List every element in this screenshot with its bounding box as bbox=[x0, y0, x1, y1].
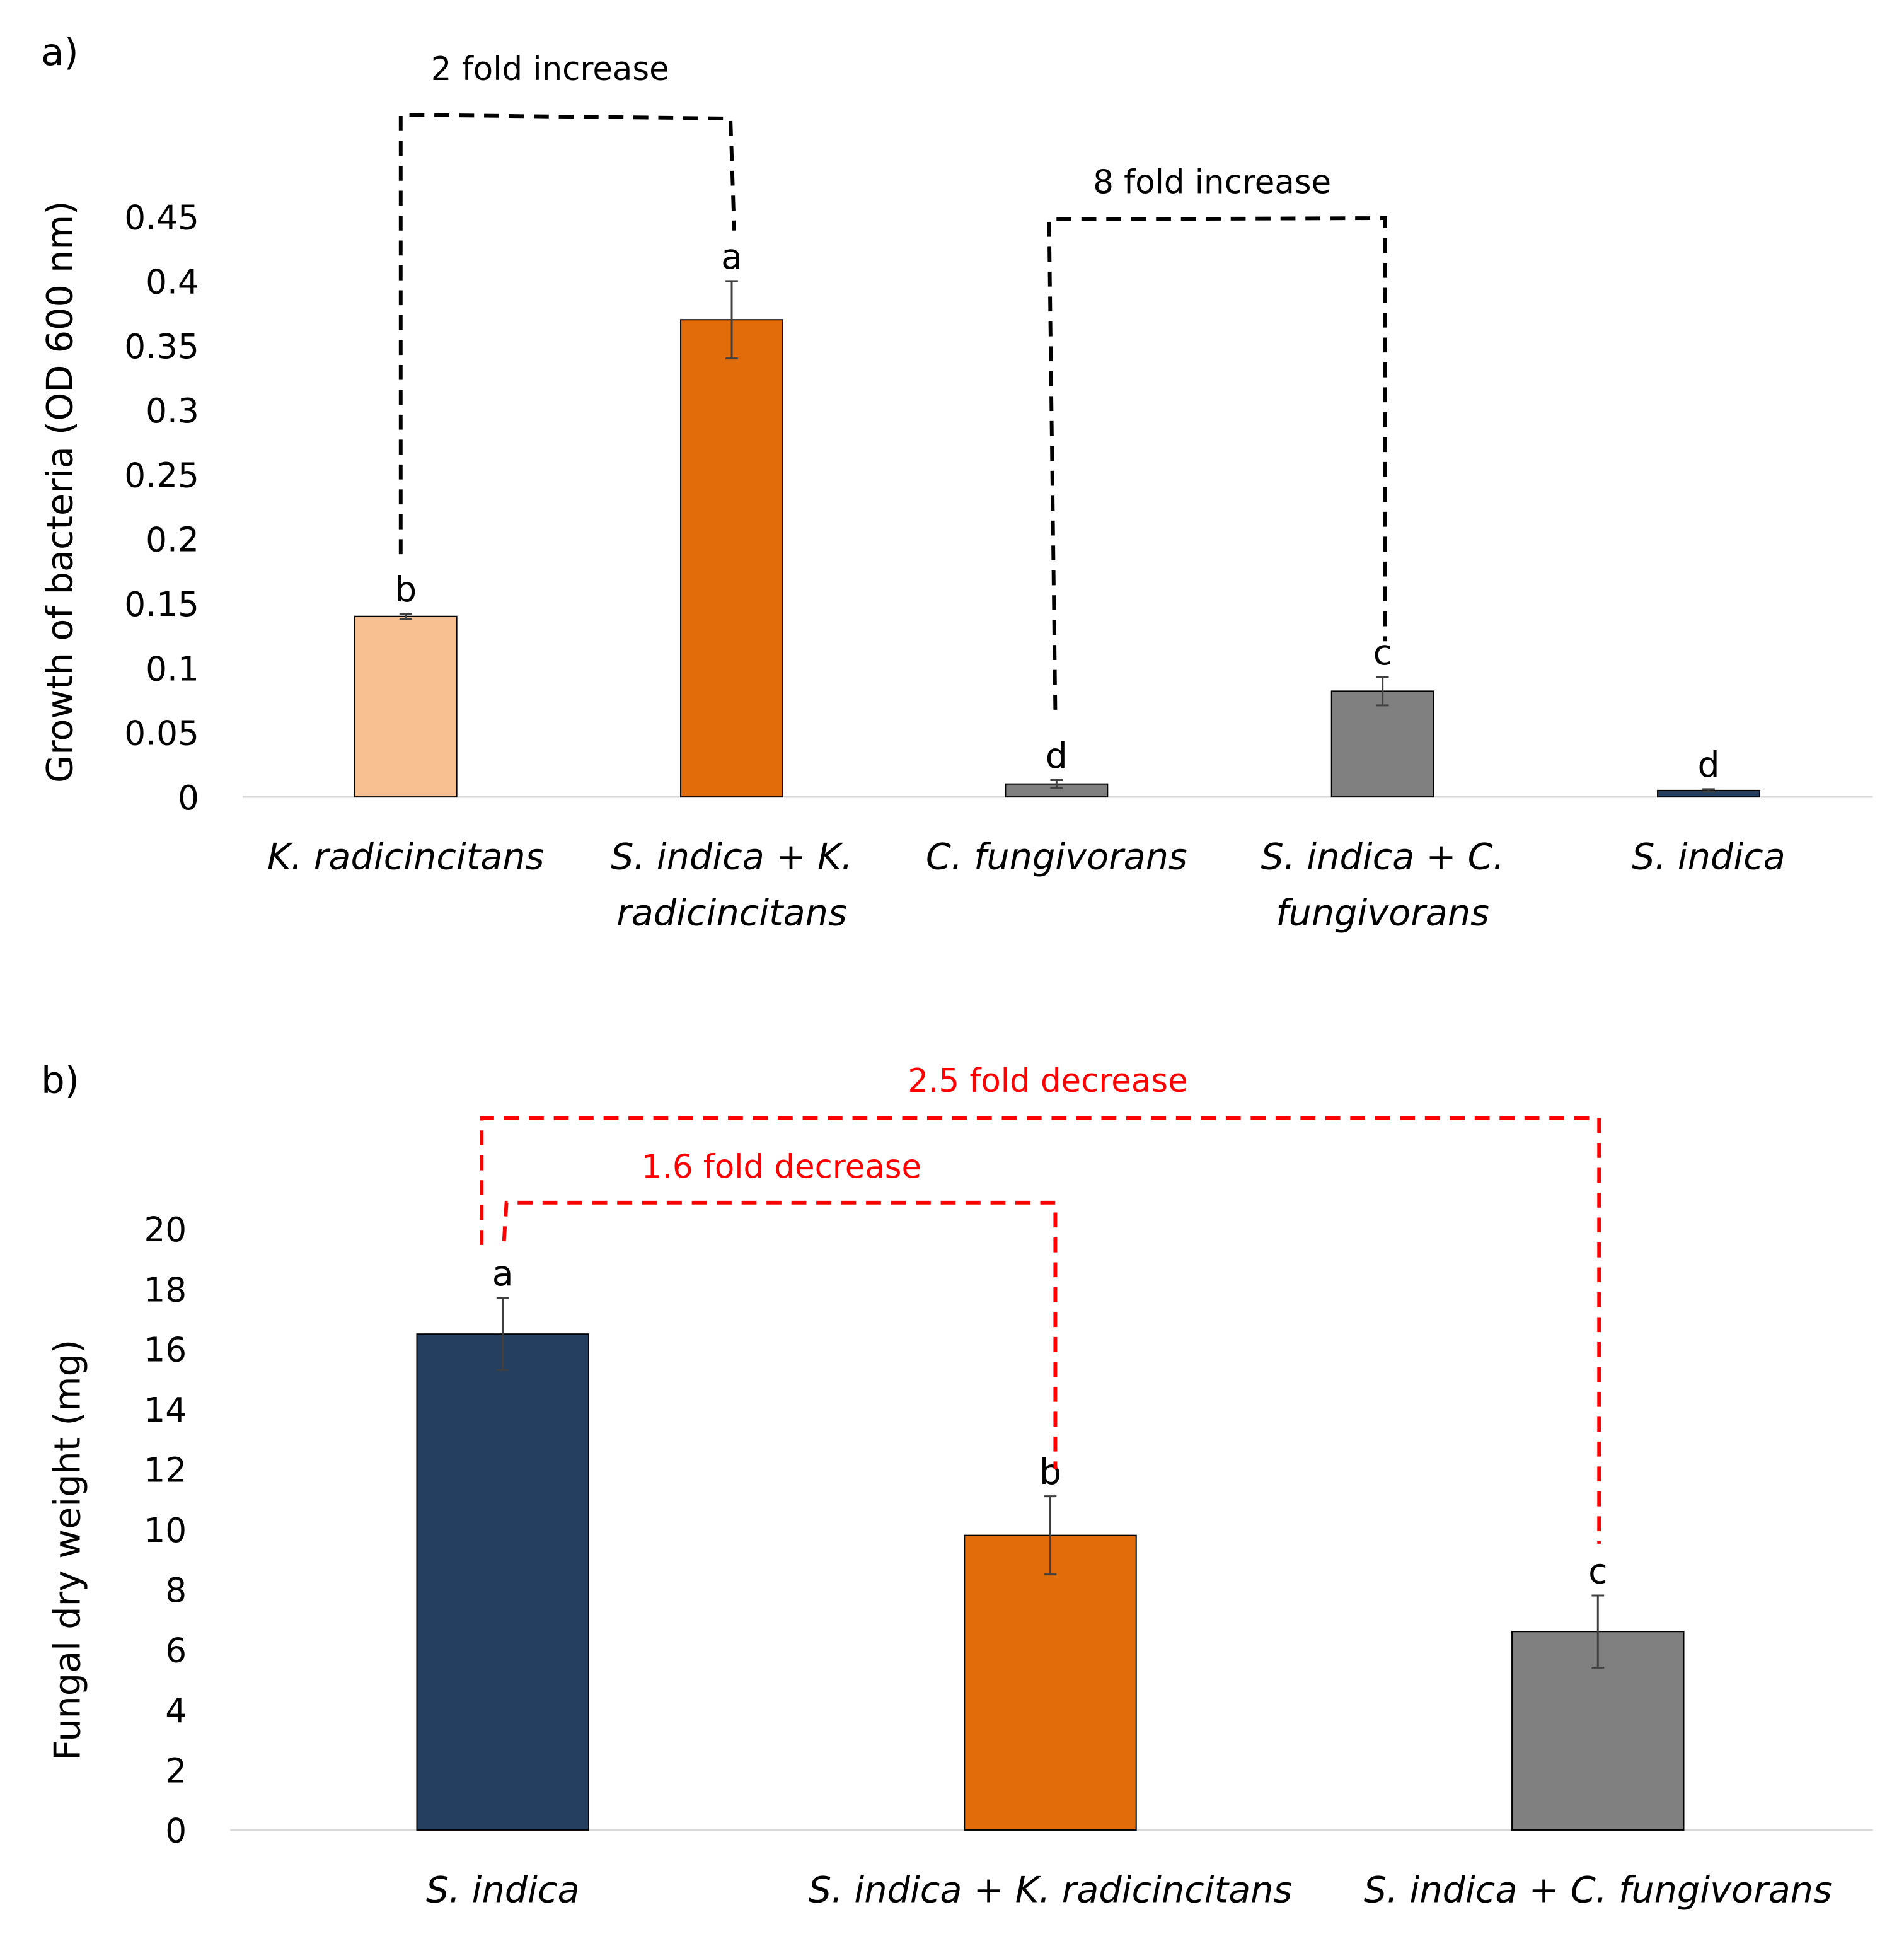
x-category-label: radicincitans bbox=[616, 891, 847, 934]
y-tick-label: 0.3 bbox=[146, 391, 199, 431]
significance-letter: b bbox=[1039, 1452, 1061, 1493]
fold-change-annotation: 2 fold increase bbox=[431, 50, 669, 88]
x-category-label: S. indica + K. bbox=[611, 836, 853, 878]
y-tick-label: 0.05 bbox=[124, 714, 199, 753]
significance-letter: c bbox=[1373, 633, 1392, 673]
significance-letter: b bbox=[395, 570, 417, 610]
y-tick-label: 14 bbox=[144, 1391, 187, 1430]
comparison-bracket bbox=[480, 1116, 1601, 1544]
y-axis-label: Growth of bacteria (OD 600 nm) bbox=[39, 201, 81, 784]
y-tick-label: 4 bbox=[165, 1691, 187, 1730]
x-category-label: S. indica bbox=[1632, 836, 1786, 878]
y-tick-label: 12 bbox=[144, 1451, 187, 1490]
fold-change-annotation: 8 fold increase bbox=[1093, 163, 1331, 201]
significance-letter: a bbox=[492, 1254, 514, 1294]
y-tick-label: 2 bbox=[165, 1751, 187, 1790]
y-tick-label: 0 bbox=[165, 1812, 187, 1851]
x-category-label: S. indica + C. bbox=[1261, 836, 1504, 878]
x-category-label: S. indica + C. fungivorans bbox=[1364, 1868, 1832, 1911]
y-tick-label: 0.45 bbox=[124, 198, 199, 237]
bar bbox=[416, 1333, 589, 1831]
y-tick-label: 0 bbox=[178, 779, 199, 818]
x-category-label: C. fungivorans bbox=[926, 836, 1187, 878]
comparison-bracket bbox=[502, 1200, 1058, 1469]
chart-panel-b: b) 0 2 4 6 8 10 12 14 16 18 20 Fungal dry weight (mg… bbox=[41, 1058, 1873, 1911]
x-category-label: S. indica + K. radicincitans bbox=[809, 1868, 1293, 1911]
fold-change-annotation: 1.6 fold decrease bbox=[642, 1148, 921, 1186]
bar bbox=[1330, 690, 1434, 798]
comparison-bracket bbox=[1047, 216, 1387, 710]
x-category-label: S. indica bbox=[426, 1868, 580, 1911]
y-tick-label: 8 bbox=[165, 1571, 187, 1610]
y-tick-label: 0.25 bbox=[124, 456, 199, 495]
y-axis-label: Fungal dry weight (mg) bbox=[46, 1340, 88, 1761]
y-tick-label: 0.15 bbox=[124, 585, 199, 624]
significance-letter: d bbox=[1697, 745, 1719, 785]
y-tick-label: 20 bbox=[144, 1210, 187, 1249]
bar bbox=[354, 615, 458, 798]
y-tick-label: 16 bbox=[144, 1331, 187, 1370]
fold-change-annotation: 2.5 fold decrease bbox=[908, 1062, 1187, 1100]
bar bbox=[680, 319, 783, 798]
chart-panel-a: a) 0 0.05 0.1 0.15 0.2 0.25 0.3 0.35 0.4 0.45 Growt… bbox=[39, 30, 1873, 934]
y-tick-label: 10 bbox=[144, 1511, 187, 1550]
x-category-label: fungivorans bbox=[1276, 891, 1489, 934]
panel-label: a) bbox=[41, 30, 78, 74]
y-tick-label: 0.4 bbox=[146, 263, 199, 302]
significance-letter: c bbox=[1588, 1551, 1607, 1592]
y-tick-label: 0.1 bbox=[146, 649, 199, 688]
y-tick-label: 18 bbox=[144, 1270, 187, 1309]
y-tick-label: 0.35 bbox=[124, 327, 199, 366]
comparison-bracket bbox=[398, 113, 736, 555]
bar bbox=[964, 1534, 1137, 1831]
significance-letter: d bbox=[1046, 736, 1068, 777]
y-tick-label: 0.2 bbox=[146, 521, 199, 560]
y-tick-label: 6 bbox=[165, 1631, 187, 1671]
x-category-label: K. radicincitans bbox=[267, 836, 545, 878]
panel-label: b) bbox=[41, 1058, 79, 1102]
significance-letter: a bbox=[721, 237, 742, 277]
